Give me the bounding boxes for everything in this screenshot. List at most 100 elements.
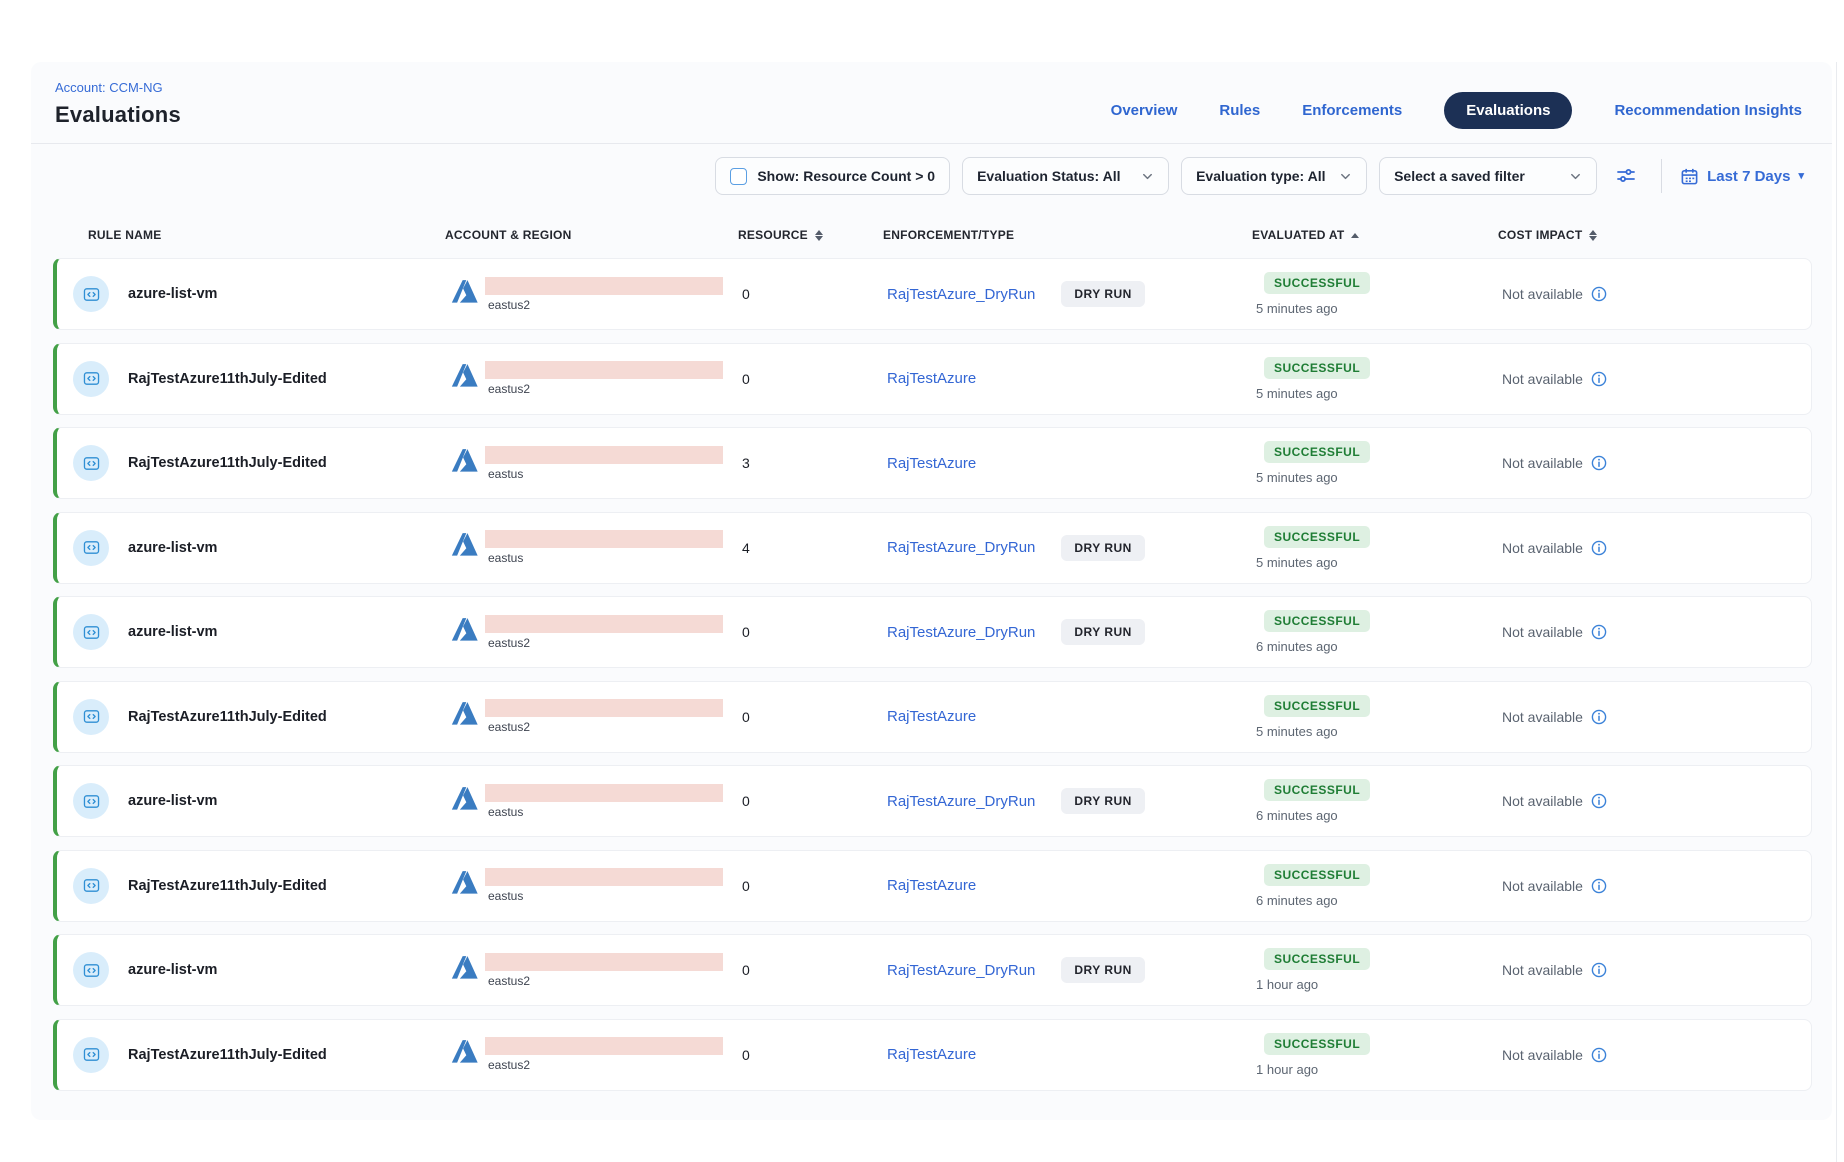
evaluated-time: 5 minutes ago [1256,723,1338,739]
resource-count-checkbox[interactable] [730,167,748,185]
evaluation-row[interactable]: azure-list-vm eastus2 0 RajTestAzure_Dry… [53,934,1812,1006]
resource-count: 0 [742,877,750,894]
sort-arrows-icon[interactable] [1589,229,1598,241]
info-icon[interactable] [1591,455,1607,471]
account-region-cell: eastus [449,530,742,565]
region-label: eastus [488,889,524,903]
info-icon[interactable] [1591,1047,1607,1063]
enforcement-link[interactable]: RajTestAzure_DryRun [887,539,1036,556]
tab-recommendation-insights[interactable]: Recommendation Insights [1614,102,1802,119]
cost-impact-value: Not available [1502,539,1583,556]
cost-impact-cell: Not available [1502,624,1811,640]
evaluation-row[interactable]: azure-list-vm eastus2 0 RajTestAzure_Dry… [53,258,1812,330]
enforcement-link[interactable]: RajTestAzure [887,370,977,387]
dry-run-badge: DRY RUN [1061,281,1145,307]
azure-icon [451,871,478,894]
info-icon[interactable] [1591,709,1607,725]
saved-filter-select[interactable]: Select a saved filter [1379,157,1598,195]
account-region-cell: eastus [449,445,742,481]
evaluated-time: 1 hour ago [1256,1061,1319,1077]
evaluated-time: 6 minutes ago [1256,892,1338,908]
cost-impact-cell: Not available [1502,540,1811,556]
resource-count-filter[interactable]: Show: Resource Count > 0 [715,157,951,195]
date-range-picker[interactable]: Last 7 Days ▾ [1680,167,1804,186]
enforcement-link[interactable]: RajTestAzure [887,1046,977,1063]
cost-impact-cell: Not available [1502,286,1811,302]
azure-icon [451,448,478,472]
enforcement-link[interactable]: RajTestAzure_DryRun [887,285,1036,303]
info-icon[interactable] [1591,793,1607,809]
sort-ascending-icon[interactable] [1351,232,1360,238]
info-icon[interactable] [1591,371,1607,387]
caret-down-icon: ▾ [1798,169,1804,182]
redacted-account-name [485,699,723,717]
enforcement-cell: RajTestAzure_DryRun DRY RUN [887,788,1256,814]
policy-code-icon [73,1036,109,1073]
enforcement-cell: RajTestAzure_DryRun DRY RUN [887,281,1256,307]
evaluation-row[interactable]: RajTestAzure11thJuly-Edited eastus2 0 Ra… [53,680,1812,753]
calendar-icon [1681,168,1698,184]
resource-count: 0 [742,1046,750,1063]
tab-overview[interactable]: Overview [1110,102,1178,119]
info-icon[interactable] [1591,624,1607,640]
enforcement-link[interactable]: RajTestAzure_DryRun [887,961,1036,979]
region-label: eastus2 [488,1058,531,1072]
rule-name: RajTestAzure11thJuly-Edited [128,1046,327,1063]
rule-name: RajTestAzure11thJuly-Edited [128,370,327,387]
info-icon[interactable] [1591,286,1607,302]
cost-impact-value: Not available [1502,455,1583,471]
evaluation-row[interactable]: azure-list-vm eastus 0 RajTestAzure_DryR… [53,765,1812,837]
azure-icon [451,1040,478,1063]
status-badge: SUCCESSFUL [1264,1032,1371,1055]
rule-cell: RajTestAzure11thJuly-Edited [57,1036,449,1073]
region-label: eastus [488,466,524,481]
evaluation-row[interactable]: RajTestAzure11thJuly-Edited eastus 0 Raj… [53,849,1812,922]
cost-impact-value: Not available [1502,624,1583,640]
scrollbar-track[interactable] [1836,62,1837,1162]
cost-impact-cell: Not available [1502,793,1811,809]
enforcement-cell: RajTestAzure [887,1046,1256,1063]
status-badge: SUCCESSFUL [1264,525,1371,548]
status-badge: SUCCESSFUL [1264,272,1371,294]
account-breadcrumb[interactable]: Account: CCM-NG [55,79,163,95]
resource-count: 3 [742,455,750,471]
title-block: Account: CCM-NG Evaluations [55,80,181,128]
enforcement-link[interactable]: RajTestAzure_DryRun [887,623,1036,641]
region-label: eastus2 [488,297,531,312]
policy-code-icon [73,698,109,735]
resource-count: 0 [742,708,750,725]
filter-panel-button[interactable] [1609,159,1643,193]
evaluated-time: 6 minutes ago [1256,808,1338,823]
sort-arrows-icon[interactable] [814,229,823,241]
azure-icon [451,617,478,641]
enforcement-link[interactable]: RajTestAzure_DryRun [887,792,1036,810]
evaluation-status-value: Evaluation Status: All [977,168,1121,184]
enforcement-link[interactable]: RajTestAzure [887,708,977,725]
rule-name: azure-list-vm [128,962,218,978]
dry-run-badge: DRY RUN [1061,534,1145,561]
redacted-account-name [485,783,723,802]
evaluation-row[interactable]: azure-list-vm eastus2 0 RajTestAzure_Dry… [53,596,1812,668]
saved-filter-value: Select a saved filter [1394,168,1525,184]
enforcement-link[interactable]: RajTestAzure [887,877,977,894]
tab-enforcements[interactable]: Enforcements [1302,102,1403,119]
tab-evaluations[interactable]: Evaluations [1444,92,1573,129]
info-icon[interactable] [1591,878,1607,894]
col-enforcement-type: ENFORCEMENT/TYPE [883,228,1015,242]
azure-icon [451,955,478,979]
page-title: Evaluations [55,101,181,127]
evaluation-row[interactable]: RajTestAzure11thJuly-Edited eastus2 0 Ra… [53,1018,1812,1091]
evaluation-type-select[interactable]: Evaluation type: All [1181,157,1368,195]
rule-cell: azure-list-vm [57,783,449,819]
rule-name: azure-list-vm [128,624,218,640]
evaluation-status-select[interactable]: Evaluation Status: All [962,157,1170,195]
enforcement-cell: RajTestAzure_DryRun DRY RUN [887,534,1256,561]
evaluation-row[interactable]: azure-list-vm eastus 4 RajTestAzure_DryR… [53,511,1812,584]
evaluation-row[interactable]: RajTestAzure11thJuly-Edited eastus 3 Raj… [53,427,1812,499]
enforcement-link[interactable]: RajTestAzure [887,454,977,472]
info-icon[interactable] [1591,962,1607,978]
info-icon[interactable] [1591,540,1607,556]
evaluated-at-cell: SUCCESSFUL 1 hour ago [1256,1032,1502,1077]
tab-rules[interactable]: Rules [1219,102,1261,119]
evaluation-row[interactable]: RajTestAzure11thJuly-Edited eastus2 0 Ra… [53,342,1812,415]
